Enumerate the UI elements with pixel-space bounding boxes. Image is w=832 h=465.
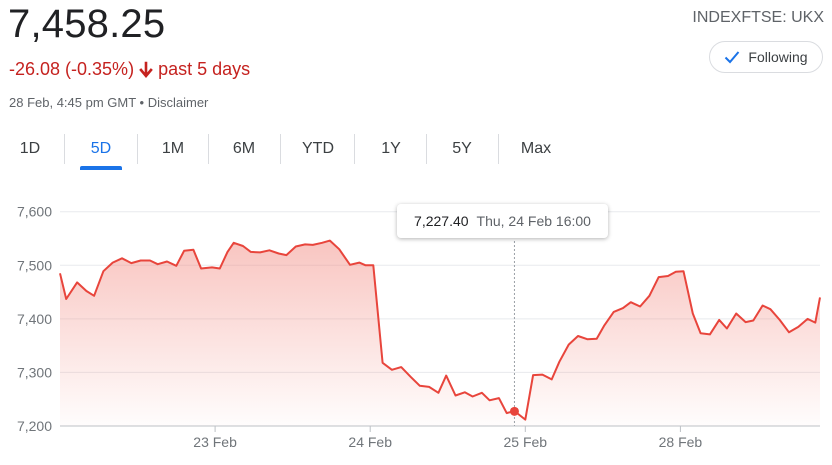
- change-period: past 5 days: [158, 59, 251, 79]
- y-tick-label: 7,400: [17, 311, 52, 327]
- current-price: 7,458.25: [8, 2, 166, 46]
- price-change: -26.08 (-0.35%) past 5 days: [9, 59, 250, 80]
- tab-divider: [64, 134, 65, 164]
- check-icon: [725, 51, 740, 64]
- tab-label: 1Y: [381, 140, 401, 157]
- tab-label: 6M: [232, 140, 256, 157]
- x-tick-label: 25 Feb: [504, 434, 548, 450]
- tab-divider: [426, 134, 427, 164]
- tab-label: 1M: [161, 140, 185, 157]
- timestamp-disclaimer: 28 Feb, 4:45 pm GMT • Disclaimer: [9, 95, 209, 110]
- tab-ytd[interactable]: YTD: [293, 130, 343, 168]
- tooltip-time: Thu, 24 Feb 16:00: [476, 213, 591, 229]
- following-button[interactable]: Following: [709, 41, 823, 73]
- tab-label: 5Y: [452, 140, 472, 157]
- tab-1d[interactable]: 1D: [7, 130, 53, 168]
- tab-5d[interactable]: 5D: [80, 130, 122, 170]
- change-value: -26.08 (-0.35%): [9, 59, 135, 79]
- hover-point: [509, 406, 519, 416]
- x-tick-label: 28 Feb: [659, 434, 703, 450]
- chart-tooltip: 7,227.40 Thu, 24 Feb 16:00: [397, 204, 608, 238]
- tab-divider: [137, 134, 138, 164]
- tab-divider: [208, 134, 209, 164]
- tab-divider: [498, 134, 499, 164]
- tab-label: 1D: [19, 140, 41, 157]
- arrow-down-icon: [139, 61, 153, 78]
- following-label: Following: [748, 49, 808, 65]
- y-tick-label: 7,600: [17, 204, 52, 220]
- y-tick-label: 7,200: [17, 418, 52, 434]
- series-area: [60, 240, 820, 426]
- tab-label: 5D: [90, 140, 112, 157]
- ticker-symbol: INDEXFTSE: UKX: [692, 9, 824, 26]
- tab-divider: [280, 134, 281, 164]
- tab-1y[interactable]: 1Y: [368, 130, 414, 168]
- y-tick-label: 7,500: [17, 257, 52, 273]
- y-tick-label: 7,300: [17, 364, 52, 380]
- time-range-tabs: 1D 5D 1M 6M YTD 1Y 5Y Max: [0, 130, 832, 170]
- series-line: [59, 239, 821, 421]
- tab-6m[interactable]: 6M: [221, 130, 267, 168]
- tab-max[interactable]: Max: [511, 130, 561, 168]
- tab-divider: [354, 134, 355, 164]
- tab-1m[interactable]: 1M: [150, 130, 196, 168]
- tab-5y[interactable]: 5Y: [439, 130, 485, 168]
- x-tick-label: 24 Feb: [348, 434, 392, 450]
- tooltip-value: 7,227.40: [414, 213, 469, 229]
- tab-label: Max: [520, 140, 552, 157]
- tab-label: YTD: [302, 140, 334, 157]
- x-tick-label: 23 Feb: [193, 434, 237, 450]
